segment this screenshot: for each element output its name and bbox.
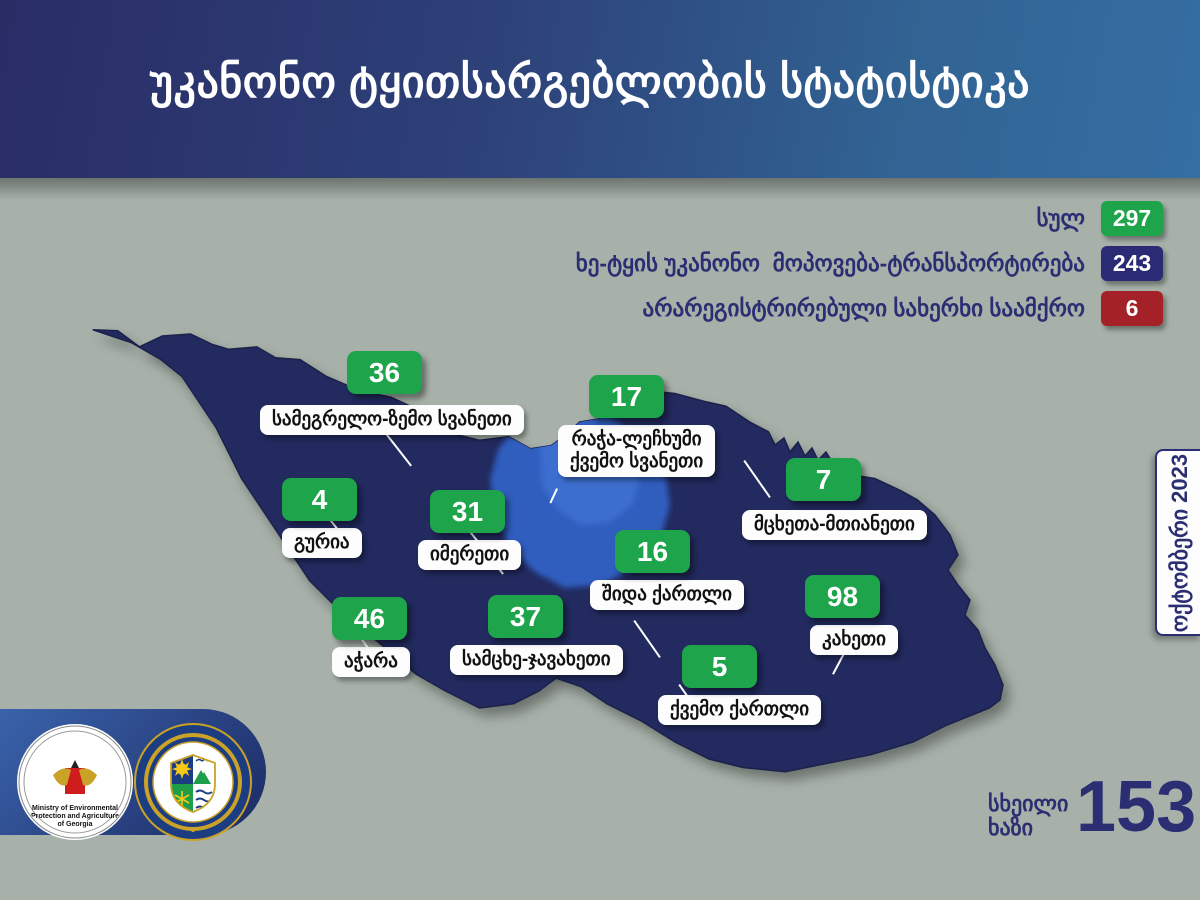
svg-text:Protection and Agriculture: Protection and Agriculture bbox=[31, 813, 119, 820]
svg-text:Ministry of Environmental: Ministry of Environmental bbox=[32, 805, 118, 812]
svg-text:of Georgia: of Georgia bbox=[57, 821, 92, 828]
